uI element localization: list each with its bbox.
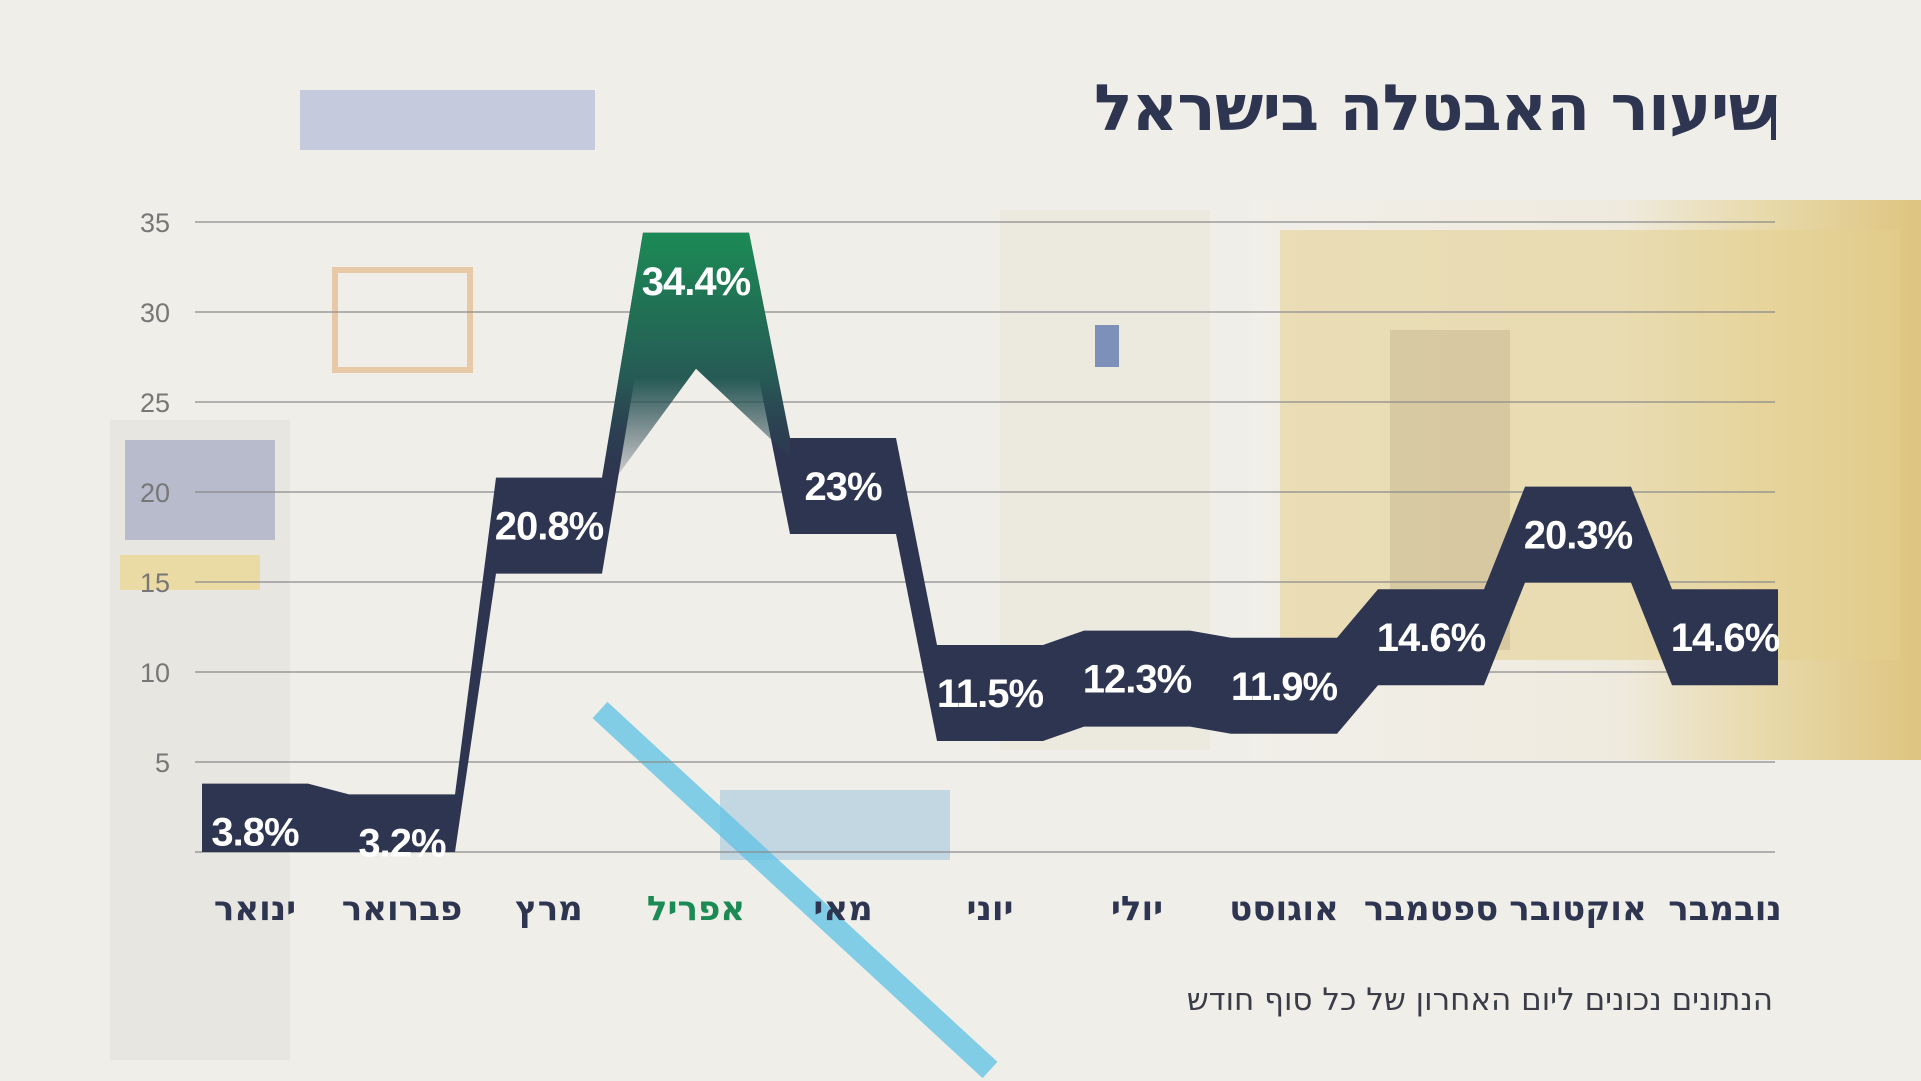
x-category-label: ספטמבר	[1364, 889, 1498, 929]
y-tick-label: 25	[140, 388, 170, 418]
data-label: 20.8%	[495, 505, 604, 549]
x-category-label: אוקטובר	[1509, 889, 1646, 929]
x-category-label: ינואר	[214, 889, 296, 929]
data-label: 12.3%	[1083, 658, 1192, 702]
x-category-label: אוגוסט	[1229, 889, 1339, 929]
x-category-label: מאי	[813, 889, 872, 929]
y-axis-ticks: 5 10 15 20 25 30 35	[140, 208, 170, 778]
x-axis-categories: ינואר פברואר מרץ אפריל מאי יוני יולי אוגוסט ספטמ…	[214, 889, 1782, 929]
chart-title: שיעור האבטלה בישראל	[1093, 72, 1777, 146]
title-accent-bar	[1771, 98, 1776, 140]
x-category-label: נובמבר	[1668, 889, 1782, 929]
x-category-label: מרץ	[515, 889, 583, 929]
data-label: 14.6%	[1377, 616, 1486, 660]
y-tick-label: 20	[140, 478, 170, 508]
data-label: 3.8%	[211, 811, 299, 855]
y-tick-label: 5	[155, 748, 170, 778]
series-band	[202, 232, 1778, 853]
x-category-label: פברואר	[342, 889, 462, 929]
data-label: 11.9%	[1231, 665, 1338, 709]
x-category-label: אפריל	[647, 889, 745, 929]
x-category-label: יוני	[966, 889, 1013, 929]
y-tick-label: 15	[140, 568, 170, 598]
peak-highlight	[602, 232, 790, 497]
series-band-shape	[202, 232, 1778, 853]
data-label: 20.3%	[1524, 514, 1633, 558]
data-label: 11.5%	[937, 672, 1044, 716]
y-tick-label: 30	[140, 298, 170, 328]
y-tick-label: 10	[140, 658, 170, 688]
data-label: 23%	[804, 465, 881, 509]
data-label: 3.2%	[358, 821, 446, 865]
data-label: 14.6%	[1671, 616, 1780, 660]
y-tick-label: 35	[140, 208, 170, 238]
chart-footnote: הנתונים נכונים ליום האחרון של כל סוף חוד…	[1186, 982, 1773, 1018]
data-label: 34.4%	[642, 260, 751, 304]
x-category-label: יולי	[1111, 889, 1163, 929]
data-labels: 3.8% 3.2% 20.8% 34.4% 23% 11.5% 12.3% 11.9% 14.6…	[211, 260, 1780, 866]
